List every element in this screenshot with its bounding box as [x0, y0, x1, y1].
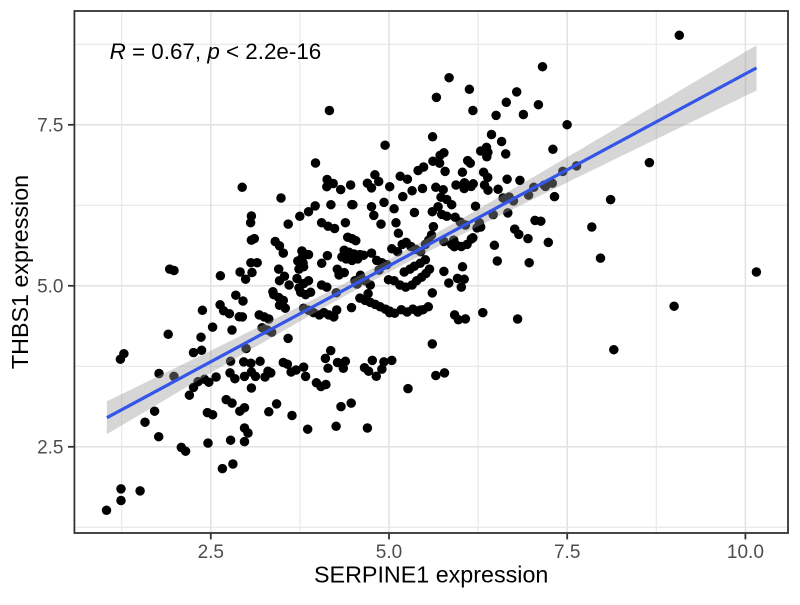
svg-text:R = 0.67, p < 2.2e-16: R = 0.67, p < 2.2e-16 — [110, 39, 322, 64]
svg-text:SERPINE1 expression: SERPINE1 expression — [314, 562, 548, 588]
svg-text:5.0: 5.0 — [376, 542, 402, 563]
svg-text:THBS1 expression: THBS1 expression — [7, 175, 33, 369]
svg-text:7.5: 7.5 — [37, 116, 63, 137]
svg-text:2.5: 2.5 — [198, 542, 224, 563]
svg-text:2.5: 2.5 — [37, 438, 63, 459]
svg-text:10.0: 10.0 — [727, 542, 764, 563]
svg-text:5.0: 5.0 — [37, 277, 63, 298]
svg-text:7.5: 7.5 — [554, 542, 580, 563]
